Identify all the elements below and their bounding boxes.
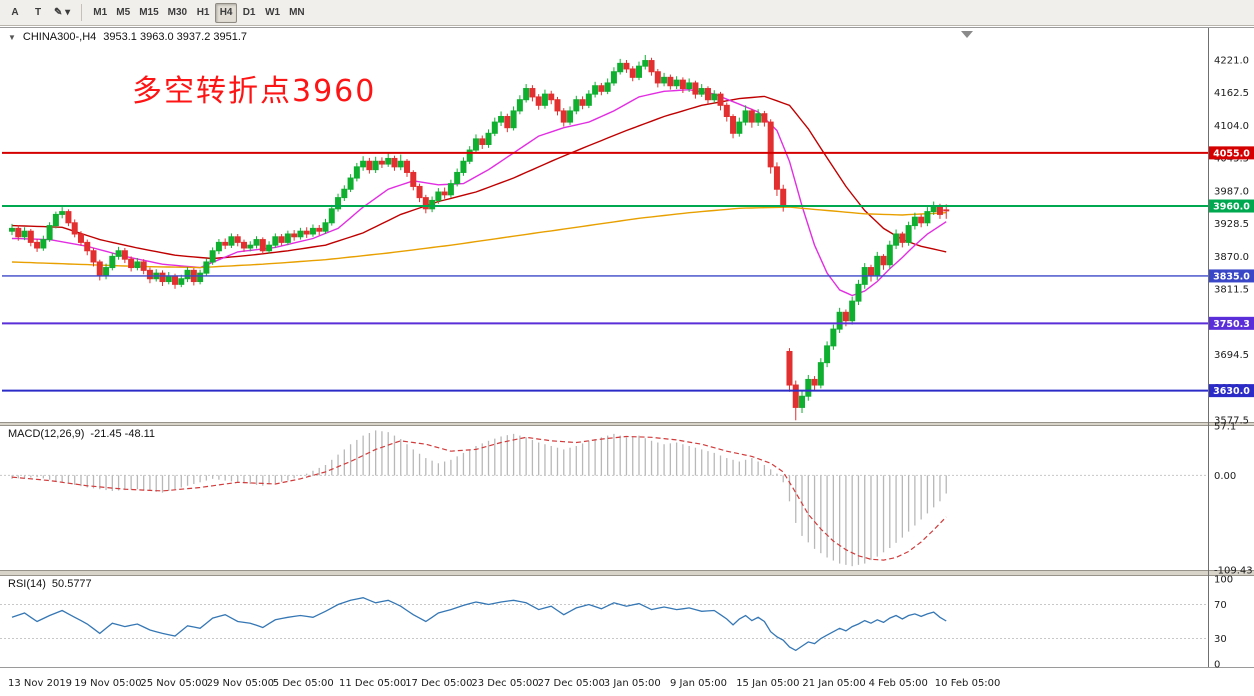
time-axis-label: 11 Dec 05:00 <box>339 678 406 689</box>
price-badge-label: 3630.0 <box>1213 386 1250 397</box>
timeframe-button-M30[interactable]: M30 <box>164 3 191 23</box>
time-axis-label: 10 Feb 05:00 <box>935 678 1001 689</box>
price-badge <box>1209 384 1254 398</box>
chart-shift-marker[interactable] <box>961 31 973 38</box>
time-axis-label: 27 Dec 05:00 <box>538 678 605 689</box>
price-badge-label: 4055.0 <box>1213 148 1250 159</box>
price-badge-label: 3835.0 <box>1213 271 1250 282</box>
toolbar-separator <box>81 4 83 21</box>
ma-slow-orange <box>11 206 947 269</box>
time-axis-label: 21 Jan 05:00 <box>802 678 865 689</box>
candles <box>9 54 950 421</box>
timeframe-button-D1[interactable]: D1 <box>238 3 260 23</box>
timeframe-button-M15[interactable]: M15 <box>135 3 162 23</box>
time-axis-label: 23 Dec 05:00 <box>471 678 538 689</box>
time-axis-label: 5 Dec 05:00 <box>273 678 334 689</box>
price-badge-label: 3960.0 <box>1213 202 1250 213</box>
time-axis-label: 4 Feb 05:00 <box>869 678 928 689</box>
price-badge-label: 3750.3 <box>1213 319 1250 330</box>
price-badge <box>1209 199 1254 213</box>
rsi-tick-label: 0 <box>1214 660 1220 671</box>
price-badge <box>1209 146 1254 160</box>
time-axis-label: 29 Nov 05:00 <box>207 678 274 689</box>
price-tick-label: 3577.5 <box>1214 416 1249 427</box>
price-tick-label: 3694.5 <box>1214 350 1249 361</box>
time-axis-label: 3 Jan 05:00 <box>604 678 661 689</box>
price-tick-label: 4162.5 <box>1214 88 1249 99</box>
price-badge <box>1209 316 1254 330</box>
panel-separator[interactable] <box>0 422 1254 426</box>
price-tick-label: 3811.5 <box>1214 285 1249 296</box>
time-axis-label: 15 Jan 05:00 <box>736 678 799 689</box>
macd-signal-line <box>11 435 947 561</box>
timeframe-button-M5[interactable]: M5 <box>112 3 134 23</box>
price-tick-label: 3928.5 <box>1214 219 1249 230</box>
drawing-tools-group: A T ✎ ▾ <box>4 3 74 23</box>
rsi-line <box>11 597 947 652</box>
timeframe-button-H1[interactable]: H1 <box>192 3 214 23</box>
ma-mid-magenta <box>11 88 947 297</box>
price-tick-label: 3870.0 <box>1214 252 1249 263</box>
timeframe-button-W1[interactable]: W1 <box>261 3 284 23</box>
rsi-tick-label: 70 <box>1214 600 1227 611</box>
timeframe-buttons-group: M1 M5 M15 M30 H1 H4 D1 W1 MN <box>89 2 309 23</box>
rsi-tick-label: 30 <box>1214 634 1227 645</box>
time-axis-label: 17 Dec 05:00 <box>405 678 472 689</box>
timeframe-button-MN[interactable]: MN <box>285 3 309 23</box>
panel-separator[interactable] <box>0 570 1254 576</box>
time-axis-label: 19 Nov 05:00 <box>74 678 141 689</box>
price-badge <box>1209 269 1254 283</box>
time-axis-label: 25 Nov 05:00 <box>140 678 207 689</box>
moving-averages <box>11 88 947 297</box>
macd-histogram <box>11 430 947 567</box>
price-tick-label: 4221.0 <box>1214 56 1249 67</box>
ma-fast-red <box>11 95 947 260</box>
pointer-tool-button[interactable]: A <box>4 3 26 23</box>
rsi-tick-label: 100 <box>1214 575 1233 586</box>
macd-tick-label: -109.43 <box>1214 566 1253 577</box>
timeframe-button-M1[interactable]: M1 <box>89 3 111 23</box>
toolbar: A T ✎ ▾ M1 M5 M15 M30 H1 H4 D1 W1 MN <box>0 0 1254 26</box>
macd-tick-label: 57.1 <box>1214 422 1236 433</box>
text-tool-button[interactable]: T <box>27 3 49 23</box>
timeframe-button-H4[interactable]: H4 <box>215 2 238 23</box>
time-axis-label: 13 Nov 2019 <box>8 678 72 689</box>
price-tick-label: 3987.0 <box>1214 186 1249 197</box>
time-axis-label: 9 Jan 05:00 <box>670 678 727 689</box>
price-tick-label: 4104.0 <box>1214 121 1249 132</box>
draw-tool-button[interactable]: ✎ ▾ <box>50 3 74 23</box>
macd-tick-label: 0.00 <box>1214 471 1236 482</box>
